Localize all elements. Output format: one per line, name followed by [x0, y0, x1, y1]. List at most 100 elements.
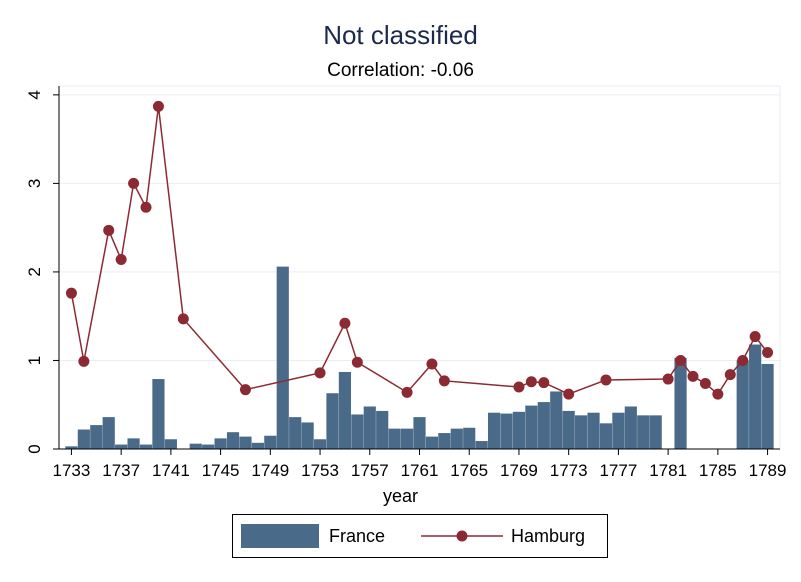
x-tick-label: 1761	[401, 461, 439, 480]
point-hamburg	[140, 201, 152, 213]
bar-france	[251, 442, 264, 449]
bar-france	[65, 446, 78, 449]
point-hamburg	[239, 384, 251, 396]
legend-label-hamburg: Hamburg	[511, 526, 586, 546]
legend-label-france: France	[329, 526, 386, 546]
point-hamburg	[712, 388, 724, 400]
bar-france	[226, 432, 240, 449]
x-tick-label: 1769	[500, 461, 538, 480]
point-hamburg	[401, 386, 413, 398]
bar-france	[276, 266, 289, 449]
bar-france	[152, 379, 165, 449]
y-tick-label: 4	[25, 90, 44, 99]
chart-title: Not classified	[323, 20, 478, 50]
bar-france	[400, 428, 414, 449]
bar-france	[599, 423, 613, 449]
bar-france	[537, 402, 550, 449]
bar-france	[749, 344, 762, 449]
point-hamburg	[563, 388, 575, 400]
bar-france	[550, 391, 563, 449]
bar-france	[214, 438, 227, 449]
point-hamburg	[737, 354, 749, 366]
bar-france	[674, 357, 687, 449]
bar-france	[115, 444, 128, 449]
axes: 0 1 2 3 4 1733 1737 1741 1745 1749 1753 1757 1761 176…	[25, 86, 786, 480]
point-hamburg	[699, 377, 711, 389]
point-hamburg	[351, 356, 363, 368]
bar-france	[90, 425, 103, 449]
bar-france	[413, 417, 426, 449]
legend: France Hamburg	[232, 514, 608, 558]
point-hamburg	[525, 376, 537, 388]
x-tick-label: 1737	[102, 461, 140, 480]
x-tick-label: 1773	[550, 461, 588, 480]
bar-france	[388, 428, 401, 449]
point-hamburg	[662, 373, 674, 385]
point-hamburg	[314, 367, 326, 379]
y-tick-label: 0	[25, 444, 44, 453]
point-hamburg	[762, 346, 774, 358]
bar-france	[587, 412, 600, 449]
bar-france	[463, 427, 476, 449]
point-hamburg	[538, 377, 550, 389]
point-hamburg	[513, 381, 525, 393]
point-hamburg	[749, 331, 761, 343]
point-hamburg	[675, 354, 687, 366]
x-tick-label: 1733	[53, 461, 91, 480]
point-hamburg	[152, 100, 164, 112]
bar-france	[139, 444, 153, 449]
bar-france	[202, 444, 215, 449]
y-tick-label: 1	[25, 356, 44, 365]
bar-france	[575, 415, 588, 449]
point-hamburg	[438, 375, 450, 387]
bar-france	[338, 371, 352, 449]
bar-france	[376, 410, 389, 449]
bar-france	[612, 412, 625, 449]
bar-france	[487, 412, 501, 449]
bar-france	[425, 436, 439, 449]
bar-france	[239, 436, 252, 449]
legend-swatch-france	[241, 524, 319, 548]
x-tick-label: 1781	[649, 461, 687, 480]
x-axis-label: year	[382, 486, 418, 506]
y-tick-label: 2	[25, 267, 44, 276]
x-tick-label: 1745	[202, 461, 240, 480]
france-bars	[65, 266, 774, 449]
x-tick-label: 1785	[699, 461, 737, 480]
bar-france	[102, 417, 115, 449]
point-hamburg	[724, 369, 736, 381]
bar-france	[127, 438, 140, 449]
bar-france	[761, 364, 774, 449]
point-hamburg	[687, 370, 699, 382]
bar-france	[562, 410, 575, 449]
point-hamburg	[600, 374, 612, 386]
x-tick-label: 1757	[351, 461, 389, 480]
point-hamburg	[115, 254, 127, 266]
legend-item-france: France	[233, 515, 413, 557]
x-tick-label: 1741	[152, 461, 190, 480]
point-hamburg	[426, 358, 438, 370]
point-hamburg	[103, 224, 115, 236]
x-tick-label: 1789	[749, 461, 787, 480]
chart-subtitle: Correlation: -0.06	[327, 60, 474, 81]
hamburg-line	[65, 100, 774, 400]
x-tick-label: 1765	[450, 461, 488, 480]
bar-france	[525, 405, 538, 449]
bar-france	[289, 417, 302, 449]
bar-france	[363, 406, 376, 449]
x-tick-label: 1777	[599, 461, 637, 480]
bar-france	[450, 428, 463, 449]
bar-france	[264, 435, 277, 449]
y-tick-label: 3	[25, 179, 44, 188]
legend-swatch-hamburg	[421, 530, 503, 542]
plot-area	[58, 85, 781, 450]
bar-france	[189, 443, 202, 449]
bar-france	[512, 411, 526, 449]
point-hamburg	[128, 177, 140, 189]
bar-france	[301, 422, 314, 449]
x-tick-label: 1753	[301, 461, 339, 480]
bar-france	[326, 393, 339, 449]
bar-france	[649, 415, 662, 449]
point-hamburg	[177, 313, 189, 325]
